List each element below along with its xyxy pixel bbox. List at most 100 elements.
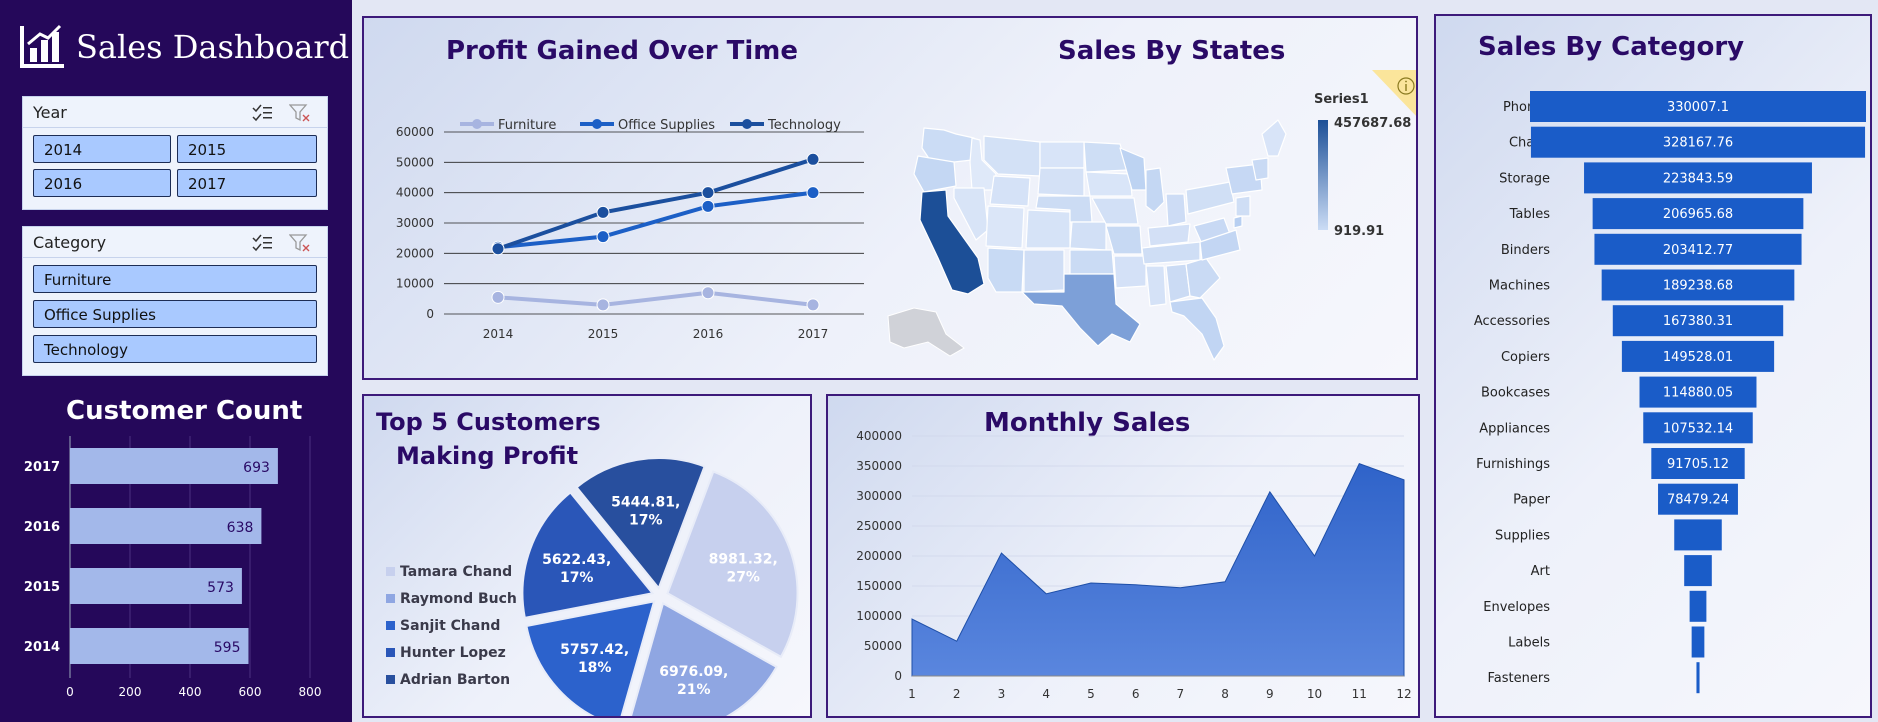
- pie-data-label: 17%: [560, 570, 594, 586]
- legend-swatch: [386, 567, 395, 576]
- x-tick-label: 9: [1266, 687, 1274, 701]
- top-customers-pie-chart: 8981.32, 27% 6976.09, 21% 5757.42, 18% 5622.43…: [386, 457, 799, 716]
- funnel-bar: [1594, 233, 1802, 265]
- y-tick-label: 300000: [856, 489, 902, 503]
- year-option-2016[interactable]: 2016: [33, 169, 171, 197]
- category-label: Binders: [1501, 243, 1550, 258]
- category-slicer-title: Category: [33, 233, 107, 252]
- x-tick-label: 2014: [483, 327, 514, 341]
- year-option-2017[interactable]: 2017: [177, 169, 317, 197]
- series-line: [497, 157, 814, 251]
- data-point: [806, 298, 820, 312]
- category-option-technology[interactable]: Technology: [33, 335, 317, 363]
- clear-filter-icon[interactable]: [288, 233, 311, 253]
- data-point: [596, 298, 610, 312]
- pie-data-label: 6976.09,: [659, 664, 728, 680]
- y-tick-label: 10000: [396, 277, 434, 291]
- area-series: [911, 462, 1405, 677]
- y-tick-label: 40000: [396, 186, 434, 200]
- category-label: Envelopes: [1483, 600, 1550, 615]
- legend-label: Sanjit Chand: [400, 618, 500, 634]
- legend-swatch: [386, 621, 395, 630]
- y-tick-label: 400000: [856, 429, 902, 443]
- legend-swatch: [386, 675, 395, 684]
- funnel-bar: [1639, 376, 1757, 408]
- year-option-2015[interactable]: 2015: [177, 135, 317, 163]
- category-label: Accessories: [1474, 314, 1550, 329]
- map-legend-gradient: [1318, 120, 1328, 230]
- category-option-furniture[interactable]: Furniture: [33, 265, 317, 293]
- legend-swatch: [386, 648, 395, 657]
- sales-by-category-title: Sales By Category: [1478, 32, 1745, 62]
- pie-slice: [525, 600, 656, 716]
- funnel-bar: [1621, 340, 1775, 372]
- category-label: Furnishings: [1476, 457, 1550, 472]
- monthly-sales-title: Monthly Sales: [984, 408, 1191, 438]
- x-tick-label: 11: [1352, 687, 1367, 701]
- top-customers-title-line1: Top 5 Customers: [376, 408, 601, 436]
- funnel-bar: [1584, 162, 1812, 194]
- funnel-bar: [1612, 305, 1784, 337]
- bar: [70, 628, 249, 664]
- funnel-data-label: 189238.68: [1663, 279, 1733, 294]
- category-label: Bookcases: [1481, 386, 1550, 401]
- year-slicer: Year 2014 2015 2016 2017: [22, 96, 328, 210]
- top-customers-title-line2: Making Profit: [396, 442, 579, 470]
- data-label: 573: [207, 580, 234, 596]
- y-tick-label: 60000: [396, 125, 434, 139]
- states-map-title: Sales By States: [1058, 36, 1286, 66]
- multi-select-icon[interactable]: [251, 103, 273, 123]
- x-tick-label: 400: [179, 685, 202, 699]
- data-point: [596, 230, 610, 244]
- y-tick-label: 20000: [396, 246, 434, 260]
- series-line: [497, 190, 814, 250]
- x-tick-label: 0: [66, 685, 74, 699]
- data-point: [596, 205, 610, 219]
- x-tick-label: 10: [1307, 687, 1322, 701]
- category-option-office-supplies[interactable]: Office Supplies: [33, 300, 317, 328]
- y-tick-label: 150000: [856, 579, 902, 593]
- x-tick-label: 600: [239, 685, 262, 699]
- profit-line-chart: 0 10000 20000 30000 40000 50000 60000 2014 2015 2…: [396, 118, 864, 341]
- category-label: Art: [1531, 564, 1550, 579]
- clear-filter-icon[interactable]: [288, 103, 311, 123]
- category-slicer: Category Furniture Office Supplies Techn…: [22, 226, 328, 376]
- funnel-data-label: 107532.14: [1663, 421, 1733, 436]
- category-label: Paper: [1513, 493, 1550, 508]
- funnel-data-label: 223843.59: [1663, 171, 1733, 186]
- x-tick-label: 12: [1396, 687, 1411, 701]
- info-icon[interactable]: [1372, 70, 1418, 120]
- funnel-data-label: 206965.68: [1663, 207, 1733, 222]
- year-option-2014[interactable]: 2014: [33, 135, 171, 163]
- y-tick-label: 250000: [856, 519, 902, 533]
- top-customers-panel: Top 5 Customers Making Profit 8981.32, 27…: [362, 394, 812, 718]
- category-label: Copiers: [1501, 350, 1550, 365]
- y-tick-label: 50000: [864, 639, 902, 653]
- multi-select-icon[interactable]: [251, 233, 273, 253]
- bar: [70, 508, 262, 544]
- funnel-data-label: 167380.31: [1663, 314, 1733, 329]
- customer-count-chart: 0 200 400 600 800 2017 693 2016 638 2015 573 2014 59…: [24, 436, 322, 699]
- x-tick-label: 2015: [588, 327, 619, 341]
- funnel-bar: [1601, 269, 1795, 301]
- map-legend-title: Series1: [1314, 92, 1369, 107]
- profit-chart-title: Profit Gained Over Time: [446, 36, 799, 66]
- legend-label: Office Supplies: [618, 118, 715, 133]
- x-tick-label: 7: [1177, 687, 1185, 701]
- pie-data-label: 5757.42,: [560, 642, 629, 658]
- legend-label: Raymond Buch: [400, 591, 517, 607]
- x-tick-label: 1: [908, 687, 916, 701]
- category-label: Storage: [1499, 171, 1550, 186]
- funnel-bar: [1696, 662, 1700, 694]
- us-states-map[interactable]: [884, 98, 1304, 368]
- y-tick-label: 30000: [396, 216, 434, 230]
- pie-data-label: 8981.32,: [709, 552, 778, 568]
- category-label: Tables: [1509, 207, 1551, 222]
- y-tick-label: 2017: [24, 460, 60, 475]
- funnel-bar: [1592, 198, 1804, 230]
- x-tick-label: 200: [119, 685, 142, 699]
- category-label: Machines: [1489, 279, 1550, 294]
- x-tick-label: 800: [299, 685, 322, 699]
- left-sidebar: Sales Dashboard Year 2014 2015 2016 2017…: [0, 0, 352, 722]
